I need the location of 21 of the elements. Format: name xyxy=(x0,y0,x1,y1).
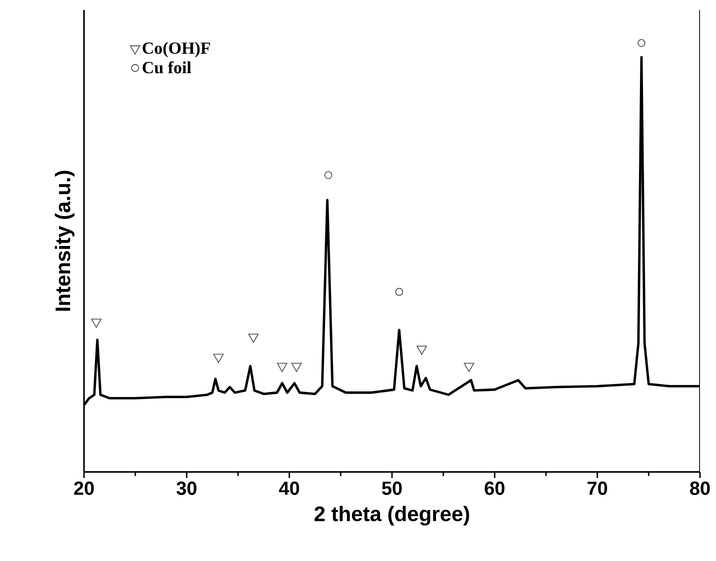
x-tick-label: 20 xyxy=(74,482,94,495)
x-tick-label: 70 xyxy=(588,482,608,495)
x-tick-label: 30 xyxy=(176,482,196,496)
y-axis-title: Intensity (a.u.) xyxy=(54,170,74,311)
point xyxy=(213,354,224,363)
x-tick-label: 40 xyxy=(279,482,300,495)
point xyxy=(291,362,302,372)
point xyxy=(248,334,259,343)
x-tick-label: 50 xyxy=(382,482,402,495)
x-tick-label: 60 xyxy=(484,482,504,495)
point xyxy=(464,362,474,372)
x-tick-label: 80 xyxy=(690,482,710,495)
legend-label: Co(OH)F xyxy=(142,42,210,58)
x-axis-title: 2 theta (degree) xyxy=(314,506,470,526)
legend-label: Cu foil xyxy=(142,61,192,74)
point xyxy=(276,362,288,372)
point xyxy=(395,288,404,296)
point xyxy=(91,318,102,328)
point xyxy=(416,346,427,355)
point xyxy=(638,39,646,47)
point xyxy=(324,171,332,180)
